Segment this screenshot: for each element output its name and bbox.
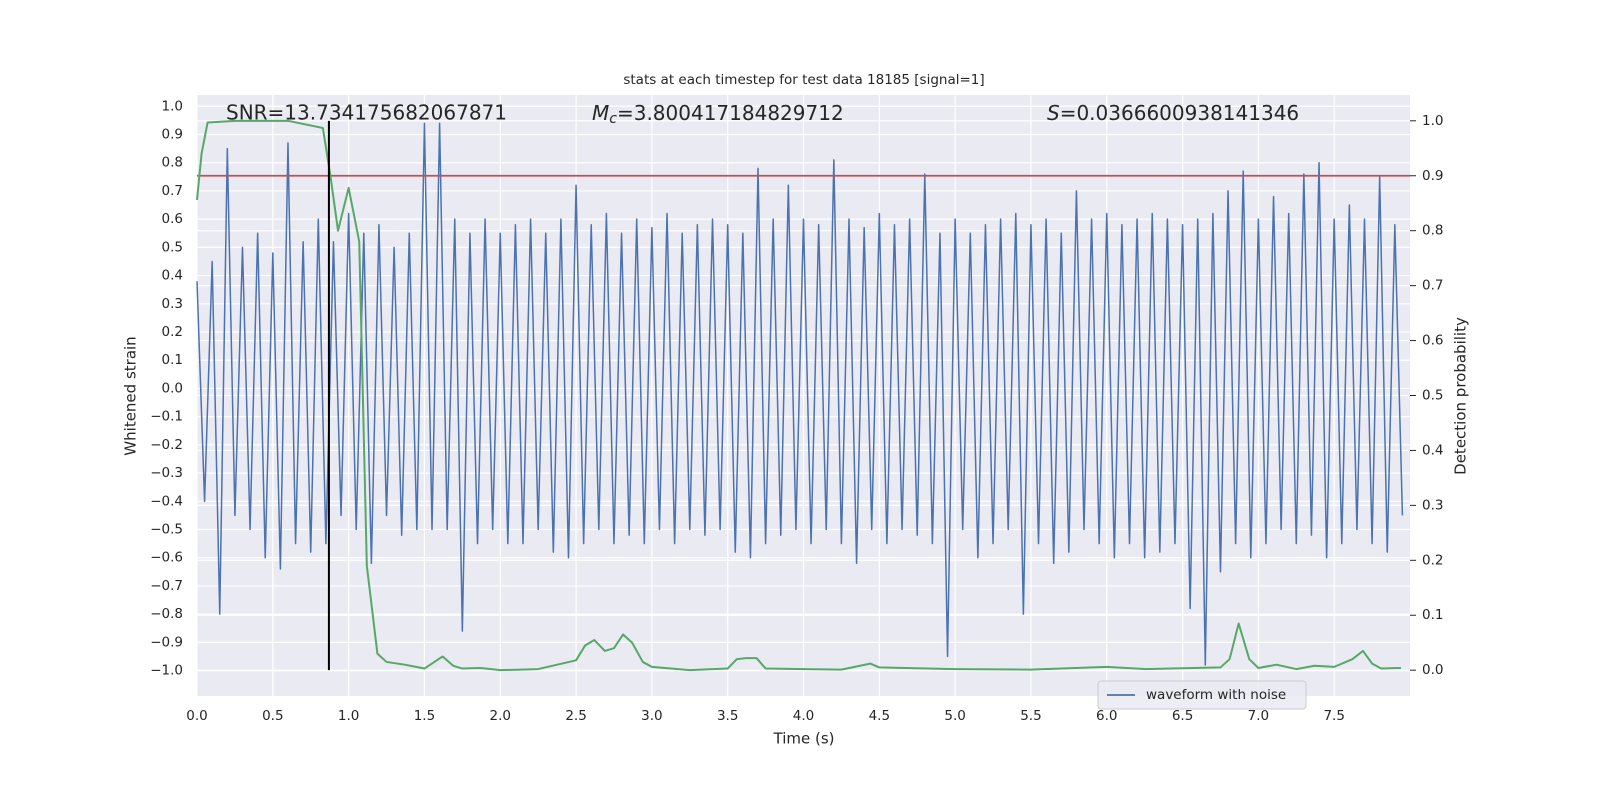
y-tick-label: −0.8 bbox=[150, 606, 183, 622]
chart-title: stats at each timestep for test data 181… bbox=[623, 72, 984, 88]
y-tick-label: −0.4 bbox=[150, 493, 183, 509]
annotation: Mc=3.800417184829712 bbox=[592, 101, 844, 128]
y-tick-label: 0.5 bbox=[162, 239, 183, 255]
y-tick-label: 0.6 bbox=[162, 211, 183, 227]
y-tick-label: 1.0 bbox=[162, 98, 183, 114]
x-tick-label: 3.5 bbox=[717, 708, 738, 724]
x-tick-label: 2.0 bbox=[490, 708, 511, 724]
probability-line bbox=[196, 119, 1401, 672]
x-tick-label: 7.5 bbox=[1323, 708, 1344, 724]
x-tick-label: 1.0 bbox=[338, 708, 359, 724]
legend: waveform with noise bbox=[1097, 680, 1307, 710]
annotation-symbol: M bbox=[592, 101, 609, 125]
y-tick-label: 0.1 bbox=[162, 352, 183, 368]
x-tick-label: 5.0 bbox=[944, 708, 965, 724]
x-tick-label: 7.0 bbox=[1248, 708, 1269, 724]
y-tick-label: −0.3 bbox=[150, 465, 183, 481]
x-tick-label: 5.5 bbox=[1020, 708, 1041, 724]
annotation-text: =3.800417184829712 bbox=[617, 101, 844, 125]
y2-tick-label: 1.0 bbox=[1422, 113, 1443, 129]
annotation: SNR=13.734175682067871 bbox=[226, 101, 507, 125]
y2-tick-label: 0.2 bbox=[1422, 552, 1443, 568]
y-tick-label: 0.9 bbox=[162, 127, 183, 143]
y2-axis-label: Detection probability bbox=[1452, 317, 1470, 475]
annotation-text: =0.0366600938141346 bbox=[1060, 101, 1299, 125]
y2-tick-label: 0.1 bbox=[1422, 607, 1443, 623]
y2-tick-label: 0.5 bbox=[1422, 388, 1443, 404]
y2-tick-label: 0.6 bbox=[1422, 333, 1443, 349]
x-axis-label: Time (s) bbox=[773, 730, 835, 748]
y-tick-label: −0.5 bbox=[150, 522, 183, 538]
y-tick-label: 0.7 bbox=[162, 183, 183, 199]
x-tick-label: 4.0 bbox=[793, 708, 814, 724]
data bbox=[196, 119, 1410, 672]
annotation-subscript: c bbox=[609, 111, 617, 127]
y2-tick-label: 0.7 bbox=[1422, 278, 1443, 294]
y-axis-label: Whitened strain bbox=[122, 336, 140, 455]
legend-box bbox=[1097, 680, 1307, 710]
y-tick-label: −0.7 bbox=[150, 578, 183, 594]
x-tick-label: 1.5 bbox=[414, 708, 435, 724]
y-tick-label: 0.8 bbox=[162, 155, 183, 171]
x-tick-label: 3.0 bbox=[641, 708, 662, 724]
annotation-symbol: S bbox=[1047, 101, 1060, 125]
legend-label: waveform with noise bbox=[1146, 687, 1286, 703]
waveform-line bbox=[196, 122, 1404, 666]
y2-tick-label: 0.4 bbox=[1422, 442, 1443, 458]
x-tick-label: 0.0 bbox=[186, 708, 207, 724]
y-tick-label: 0.0 bbox=[162, 380, 183, 396]
y-tick-label: −0.2 bbox=[150, 437, 183, 453]
y2-tick-label: 0.9 bbox=[1422, 168, 1443, 184]
y2-tick-label: 0.8 bbox=[1422, 223, 1443, 239]
x-tick-label: 0.5 bbox=[262, 708, 283, 724]
y-tick-label: −0.6 bbox=[150, 550, 183, 566]
x-tick-label: 6.5 bbox=[1172, 708, 1193, 724]
annotation: S=0.0366600938141346 bbox=[1047, 101, 1299, 125]
y-tick-label: −1.0 bbox=[150, 663, 183, 679]
y-tick-label: −0.9 bbox=[150, 634, 183, 650]
y-tick-label: 0.2 bbox=[162, 324, 183, 340]
y-tick-label: 0.4 bbox=[162, 268, 183, 284]
y-tick-label: −0.1 bbox=[150, 409, 183, 425]
x-tick-label: 4.5 bbox=[869, 708, 890, 724]
y-tick-label: 0.3 bbox=[162, 296, 183, 312]
y2-tick-label: 0.3 bbox=[1422, 497, 1443, 513]
x-tick-label: 2.5 bbox=[565, 708, 586, 724]
x-tick-label: 6.0 bbox=[1096, 708, 1117, 724]
y2-tick-label: 0.0 bbox=[1422, 662, 1443, 678]
